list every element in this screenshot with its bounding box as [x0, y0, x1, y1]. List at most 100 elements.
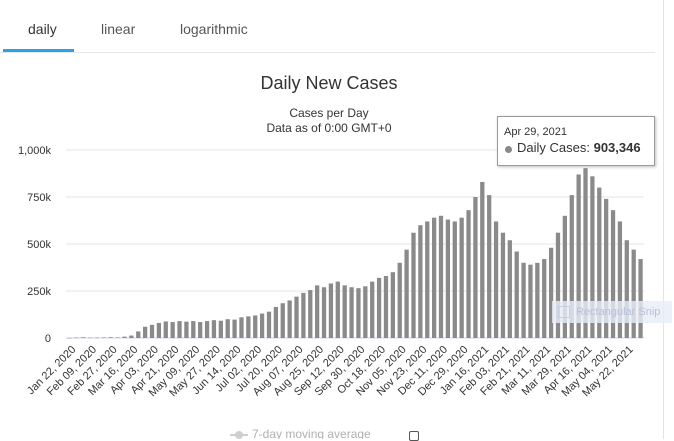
- bar[interactable]: [294, 296, 299, 338]
- bar[interactable]: [548, 247, 554, 338]
- bar[interactable]: [87, 337, 93, 339]
- bar[interactable]: [328, 283, 334, 338]
- bar[interactable]: [287, 300, 292, 338]
- bar[interactable]: [404, 249, 409, 338]
- chart-title: Daily New Cases: [260, 73, 397, 93]
- bar[interactable]: [225, 319, 230, 338]
- bar[interactable]: [542, 259, 547, 338]
- bar[interactable]: [363, 286, 368, 338]
- bar[interactable]: [459, 217, 464, 338]
- bar[interactable]: [390, 272, 395, 338]
- bar[interactable]: [280, 303, 285, 338]
- bar[interactable]: [191, 321, 196, 338]
- bar[interactable]: [569, 195, 574, 338]
- bar[interactable]: [638, 259, 643, 338]
- bar[interactable]: [218, 320, 223, 338]
- active-tab-indicator: [3, 49, 74, 52]
- bar[interactable]: [301, 292, 306, 338]
- bar[interactable]: [445, 219, 451, 338]
- bar[interactable]: [246, 316, 251, 338]
- legend-checkbox[interactable]: [409, 431, 419, 441]
- bar[interactable]: [432, 217, 437, 338]
- bar[interactable]: [604, 198, 609, 338]
- tooltip-series-name: Daily Cases:: [517, 140, 590, 155]
- bar[interactable]: [514, 251, 519, 338]
- bar[interactable]: [583, 168, 588, 338]
- bar[interactable]: [397, 262, 402, 338]
- bar[interactable]: [273, 306, 279, 338]
- bar[interactable]: [452, 221, 457, 338]
- bar[interactable]: [184, 321, 189, 338]
- bar[interactable]: [562, 215, 568, 338]
- bar[interactable]: [163, 321, 168, 338]
- bar[interactable]: [177, 321, 182, 338]
- bar[interactable]: [266, 311, 272, 338]
- y-tick-label: 1,000k: [18, 145, 52, 157]
- bar[interactable]: [349, 287, 354, 338]
- bar[interactable]: [156, 322, 162, 338]
- bar[interactable]: [610, 210, 616, 338]
- bar[interactable]: [143, 326, 148, 338]
- bar[interactable]: [425, 221, 430, 338]
- bar[interactable]: [108, 337, 113, 338]
- bar[interactable]: [74, 337, 79, 339]
- bar[interactable]: [418, 225, 423, 338]
- bar[interactable]: [590, 176, 595, 338]
- bar[interactable]: [204, 321, 210, 338]
- bar[interactable]: [239, 317, 244, 338]
- bar[interactable]: [487, 195, 492, 338]
- bar[interactable]: [480, 181, 485, 338]
- bar[interactable]: [370, 281, 375, 338]
- bar[interactable]: [383, 275, 389, 338]
- bar[interactable]: [528, 264, 533, 338]
- bar[interactable]: [617, 221, 623, 338]
- bar[interactable]: [555, 232, 561, 338]
- bar[interactable]: [342, 285, 347, 338]
- bar[interactable]: [259, 313, 265, 338]
- y-tick-label: 750k: [27, 192, 51, 204]
- legend-7-day-moving-average[interactable]: 7-day moving average: [226, 427, 426, 439]
- bar[interactable]: [500, 232, 506, 338]
- chart-subtitle-data-as-of: Data as of 0:00 GMT+0: [266, 121, 391, 135]
- bar[interactable]: [94, 337, 100, 339]
- bar[interactable]: [315, 285, 320, 338]
- bar[interactable]: [308, 290, 313, 338]
- bar[interactable]: [411, 232, 416, 338]
- bar[interactable]: [624, 240, 629, 338]
- bar[interactable]: [507, 240, 512, 338]
- bar[interactable]: [129, 335, 134, 338]
- bar[interactable]: [136, 331, 141, 338]
- bar[interactable]: [473, 197, 478, 338]
- bar[interactable]: [493, 221, 499, 338]
- bar[interactable]: [597, 187, 602, 338]
- bar[interactable]: [466, 210, 471, 338]
- bar[interactable]: [321, 287, 327, 338]
- bar[interactable]: [253, 315, 258, 338]
- bar[interactable]: [438, 215, 444, 338]
- bar[interactable]: [576, 174, 581, 338]
- bar[interactable]: [149, 324, 155, 338]
- bar[interactable]: [115, 337, 120, 338]
- bar[interactable]: [122, 336, 127, 338]
- bar[interactable]: [232, 319, 237, 338]
- tab-linear[interactable]: linear: [101, 21, 136, 37]
- bar[interactable]: [356, 288, 361, 338]
- tooltip-series-dot-icon: [505, 146, 512, 153]
- bar[interactable]: [376, 277, 382, 338]
- bar[interactable]: [335, 281, 340, 338]
- tab-logarithmic[interactable]: logarithmic: [180, 21, 248, 37]
- bar[interactable]: [198, 322, 203, 338]
- bar[interactable]: [535, 262, 540, 338]
- bar[interactable]: [211, 320, 217, 338]
- bar[interactable]: [67, 337, 72, 339]
- tab-daily[interactable]: daily: [28, 21, 57, 37]
- bar[interactable]: [81, 337, 86, 338]
- bar[interactable]: [631, 249, 636, 338]
- bar[interactable]: [170, 322, 175, 338]
- bar[interactable]: [521, 262, 526, 338]
- snip-label: Rectangular Snip: [576, 306, 661, 318]
- snip-icon: [558, 306, 570, 319]
- tooltip-date: Apr 29, 2021: [504, 126, 567, 138]
- bar[interactable]: [101, 337, 106, 338]
